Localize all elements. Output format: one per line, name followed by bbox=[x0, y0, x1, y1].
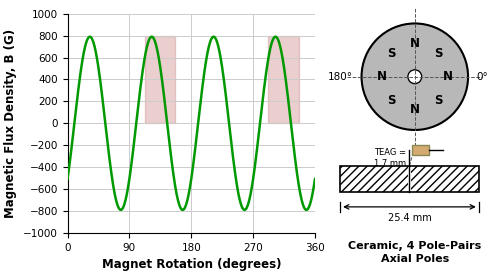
Text: 25.4 mm: 25.4 mm bbox=[388, 213, 432, 223]
Text: N: N bbox=[410, 37, 420, 50]
Text: TEAG =
1.7 mm: TEAG = 1.7 mm bbox=[374, 148, 406, 167]
Text: S: S bbox=[387, 47, 396, 60]
Text: 0°: 0° bbox=[476, 72, 488, 82]
Text: Ceramic, 4 Pole-Pairs
Axial Poles: Ceramic, 4 Pole-Pairs Axial Poles bbox=[348, 241, 482, 264]
Bar bbox=[340, 166, 478, 192]
Text: S: S bbox=[434, 93, 442, 107]
Bar bbox=[412, 145, 429, 155]
Ellipse shape bbox=[362, 24, 468, 130]
Text: N: N bbox=[410, 103, 420, 116]
Text: N: N bbox=[377, 70, 387, 83]
Text: S: S bbox=[387, 93, 396, 107]
Bar bbox=[268, 36, 299, 123]
Y-axis label: Magnetic Flux Density, B (G): Magnetic Flux Density, B (G) bbox=[4, 29, 18, 218]
Text: S: S bbox=[434, 47, 442, 60]
Text: N: N bbox=[443, 70, 453, 83]
Bar bbox=[340, 166, 408, 192]
Bar bbox=[340, 166, 478, 192]
X-axis label: Magnet Rotation (degrees): Magnet Rotation (degrees) bbox=[102, 258, 281, 271]
Bar bbox=[411, 166, 478, 192]
Bar bbox=[144, 36, 176, 123]
Text: 180°: 180° bbox=[328, 72, 353, 82]
Ellipse shape bbox=[408, 70, 422, 84]
